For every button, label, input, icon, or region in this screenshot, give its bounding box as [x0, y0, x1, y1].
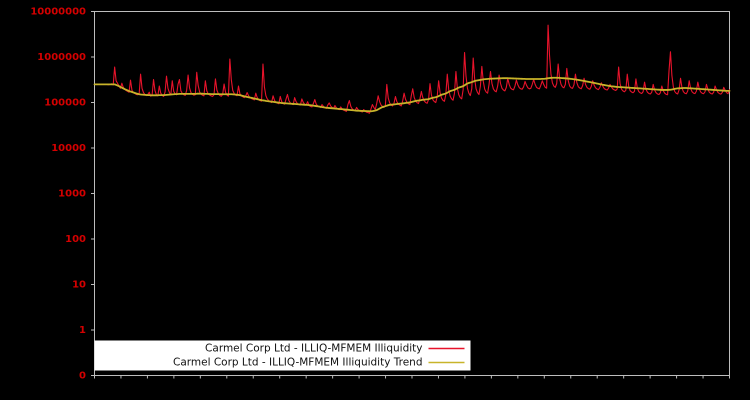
axis-tickmarks — [91, 11, 730, 379]
legend-background — [94, 340, 471, 371]
y-axis-tick-label: 0 — [79, 371, 86, 382]
y-axis-tick-label: 1 — [79, 325, 86, 336]
legend-label[interactable]: Carmel Corp Ltd - ILLIQ-MFMEM Illiquidit… — [173, 357, 423, 369]
legend-label[interactable]: Carmel Corp Ltd - ILLIQ-MFMEM Illiquidit… — [205, 343, 422, 355]
series-illiquidity-trend — [93, 76, 731, 113]
chart-legend[interactable]: Carmel Corp Ltd - ILLIQ-MFMEM Illiquidit… — [94, 340, 471, 371]
y-axis-tick-label: 1000 — [58, 189, 86, 200]
y-axis-tick-label: 1000000 — [37, 52, 86, 63]
data-series-group — [93, 24, 731, 114]
y-axis-tick-label: 10 — [72, 280, 86, 291]
y-axis-tick-label: 100000 — [44, 98, 86, 109]
y-axis-tick-label: 10000000 — [30, 7, 86, 18]
plot-frame — [94, 11, 730, 376]
y-axis-tick-label: 100 — [65, 234, 86, 245]
y-axis-tick-label: 10000 — [51, 143, 86, 154]
